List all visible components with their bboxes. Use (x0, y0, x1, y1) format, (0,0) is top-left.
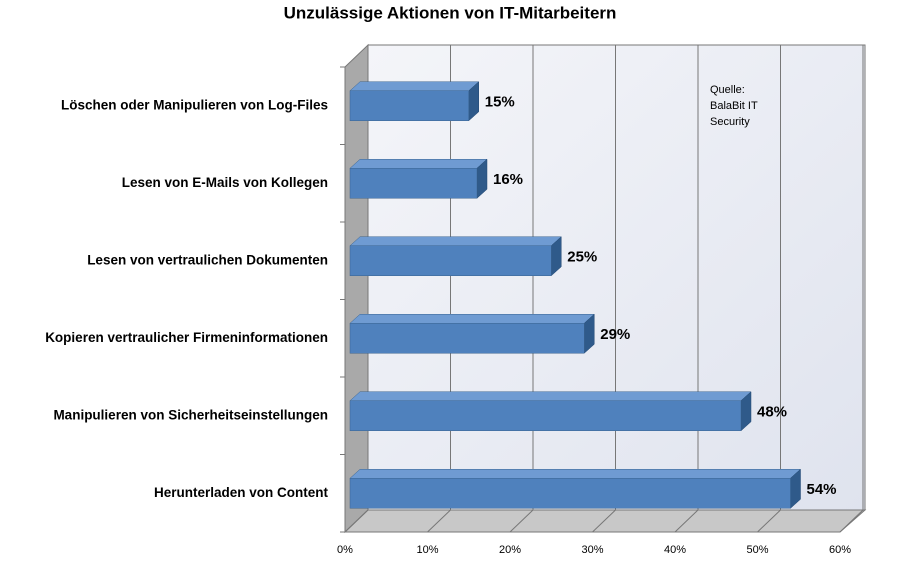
x-tick-label: 50% (746, 544, 768, 556)
annotation: BalaBit IT (710, 100, 758, 112)
floor-grid-line (344, 509, 369, 533)
value-label: 25% (567, 249, 597, 266)
bar (349, 478, 791, 509)
x-tick-label: 60% (829, 544, 851, 556)
bar (349, 245, 552, 276)
bar-top (349, 81, 480, 91)
x-tick-label: 40% (664, 544, 686, 556)
annotation: Security (710, 116, 750, 128)
bar (349, 323, 585, 354)
floor-grid-line (427, 509, 451, 533)
bar-top (349, 314, 595, 324)
category-label: Lesen von vertraulichen Dokumenten (87, 252, 328, 267)
floor-grid-line (757, 509, 781, 533)
category-label: Kopieren vertraulicher Firmeninformation… (45, 330, 328, 345)
x-tick-label: 20% (499, 544, 521, 556)
value-label: 15% (485, 94, 515, 111)
category-label: Herunterladen von Content (154, 485, 329, 500)
x-tick-label: 10% (416, 544, 438, 556)
floor-grid-line (674, 509, 699, 533)
floor-grid-line (592, 509, 616, 533)
bar-top (349, 236, 562, 246)
x-tick-label: 30% (581, 544, 603, 556)
value-label: 29% (600, 326, 630, 343)
bar-top (349, 469, 802, 479)
annotation: Quelle: (710, 84, 745, 96)
bar-top (349, 391, 752, 401)
floor-grid-line (839, 509, 864, 533)
plot: 0% 10% 20% 30% 40% 50% 60% Löschen oder Manipul… (45, 45, 864, 556)
x-tick-label: 0% (337, 544, 353, 556)
value-label: 16% (493, 171, 523, 188)
value-label: 48% (757, 404, 787, 421)
bar (349, 400, 742, 431)
bar (349, 90, 469, 121)
category-label: Manipulieren von Sicherheitseinstellunge… (53, 407, 328, 422)
value-label: 54% (807, 481, 837, 498)
category-label: Löschen oder Manipulieren von Log-Files (61, 97, 328, 112)
floor-grid-line (509, 509, 534, 533)
floor (343, 509, 867, 533)
bar-top (349, 159, 488, 169)
category-label: Lesen von E-Mails von Kollegen (122, 175, 328, 190)
chart-title: Unzulässige Aktionen von IT-Mitarbeitern (284, 3, 617, 22)
bar (349, 168, 478, 199)
